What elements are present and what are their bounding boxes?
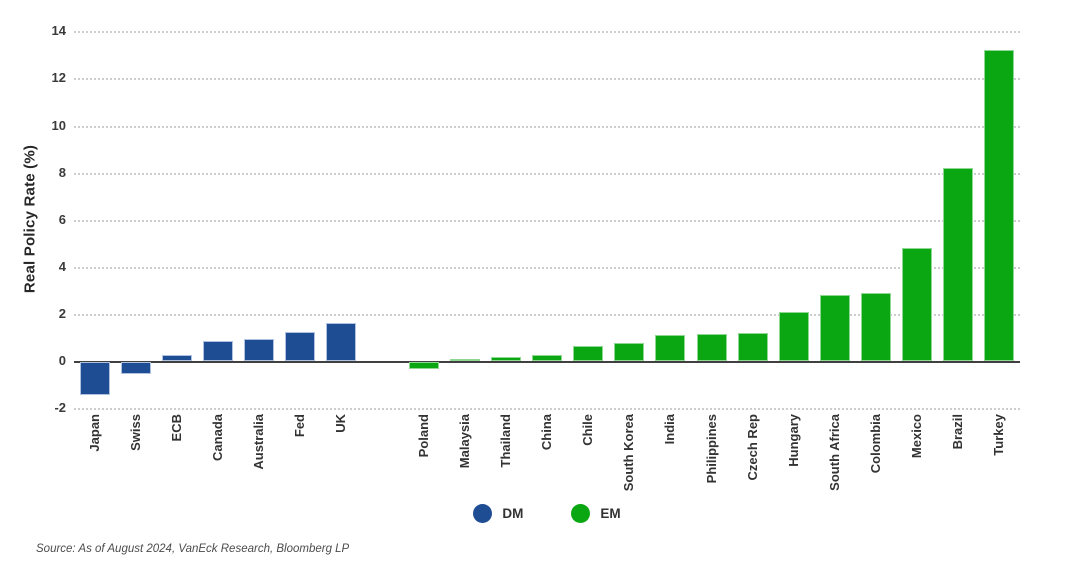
dm-legend-dot-icon (473, 504, 493, 523)
bar-philippines (696, 333, 727, 361)
x-label-thailand: Thailand (497, 414, 513, 468)
y-tick-0: 0 (58, 352, 66, 368)
y-tick-4: 4 (58, 258, 66, 274)
x-label-poland: Poland (415, 414, 431, 458)
x-label-chile: Chile (580, 414, 596, 446)
x-label-malaysia: Malaysia (456, 414, 472, 469)
bar-poland (408, 362, 439, 370)
bar-china (532, 355, 562, 361)
bar-fed (285, 331, 316, 361)
x-label-turkey: Turkey (991, 414, 1007, 456)
x-label-hungary: Hungary (785, 414, 801, 467)
x-label-india: India (662, 414, 678, 445)
bar-turkey (984, 50, 1015, 361)
x-label-south-korea: South Korea (621, 414, 637, 492)
bar-chile (573, 345, 604, 361)
em-legend-dot-icon (571, 504, 591, 523)
bar-brazil (943, 167, 974, 361)
x-label-australia: Australia (251, 414, 267, 470)
gridline-y-6 (74, 219, 1020, 222)
y-tick-2: 2 (58, 305, 66, 321)
y-tick-6: 6 (58, 211, 66, 227)
bar-uk (326, 323, 357, 361)
x-label-fed: Fed (292, 414, 308, 438)
bar-czech-rep (737, 332, 768, 361)
legend-item-em: EM (571, 504, 621, 523)
x-label-philippines: Philippines (703, 414, 719, 484)
x-axis-zero-line (74, 361, 1020, 363)
y-tick-10: 10 (51, 117, 66, 133)
bar-hungary (778, 311, 809, 361)
bar-india (655, 335, 686, 361)
y-tick-8: 8 (58, 164, 66, 180)
x-label-china: China (539, 414, 554, 451)
bar-ecb (161, 355, 192, 361)
x-label-ecb: ECB (168, 414, 184, 442)
legend: DM EM (74, 504, 1020, 523)
bar-mexico (902, 247, 933, 361)
bar-colombia (861, 292, 892, 361)
legend-label-dm: DM (502, 506, 524, 521)
x-label-brazil: Brazil (950, 414, 966, 450)
x-label-czech-rep: Czech Rep (744, 414, 760, 481)
gridline-y-8 (74, 172, 1020, 175)
legend-label-em: EM (600, 506, 621, 521)
gridline-y-12 (74, 78, 1020, 81)
y-tick-14: 14 (51, 23, 66, 39)
x-label-south-africa: South Africa (826, 414, 842, 491)
source-note: Source: As of August 2024, VanEck Resear… (36, 543, 350, 555)
gridline-y-4 (74, 266, 1020, 269)
x-label-japan: Japan (86, 414, 102, 452)
x-label-mexico: Mexico (909, 414, 925, 459)
bar-malaysia (449, 358, 480, 361)
gridline-y--2 (74, 408, 1020, 411)
bar-south-africa (819, 295, 850, 361)
y-tick--2: -2 (54, 399, 66, 415)
y-tick-12: 12 (51, 70, 66, 86)
bar-japan (79, 362, 110, 395)
gridline-y-14 (74, 31, 1020, 34)
x-label-swiss: Swiss (127, 414, 143, 451)
gridline-y-10 (74, 125, 1020, 128)
x-label-uk: UK (333, 414, 349, 433)
legend-item-dm: DM (473, 504, 523, 523)
x-label-colombia: Colombia (868, 414, 884, 474)
bar-canada (202, 340, 233, 361)
bar-south-korea (614, 343, 645, 361)
bar-swiss (120, 362, 151, 374)
x-label-canada: Canada (209, 414, 225, 461)
bar-australia (244, 338, 275, 361)
gridline-y-2 (74, 313, 1020, 316)
bar-thailand (490, 357, 521, 361)
